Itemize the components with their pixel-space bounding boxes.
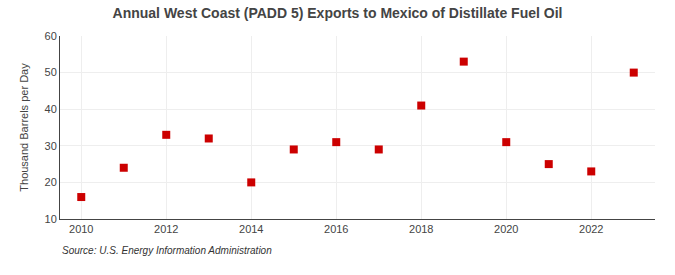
svg-text:Annual West Coast (PADD 5) Exp: Annual West Coast (PADD 5) Exports to Me…	[113, 5, 563, 21]
svg-text:2012: 2012	[154, 223, 178, 235]
svg-text:2018: 2018	[409, 223, 433, 235]
svg-text:30: 30	[45, 140, 57, 152]
svg-text:2020: 2020	[494, 223, 518, 235]
svg-text:2016: 2016	[324, 223, 348, 235]
svg-text:Source: U.S. Energy Informatio: Source: U.S. Energy Information Administ…	[62, 245, 272, 256]
svg-text:2014: 2014	[239, 223, 263, 235]
svg-text:20: 20	[45, 176, 57, 188]
svg-text:2022: 2022	[579, 223, 603, 235]
svg-text:Thousand Barrels per Day: Thousand Barrels per Day	[18, 63, 30, 192]
svg-text:10: 10	[45, 213, 57, 225]
svg-text:2010: 2010	[69, 223, 93, 235]
svg-text:50: 50	[45, 66, 57, 78]
svg-text:40: 40	[45, 103, 57, 115]
svg-text:60: 60	[45, 30, 57, 42]
